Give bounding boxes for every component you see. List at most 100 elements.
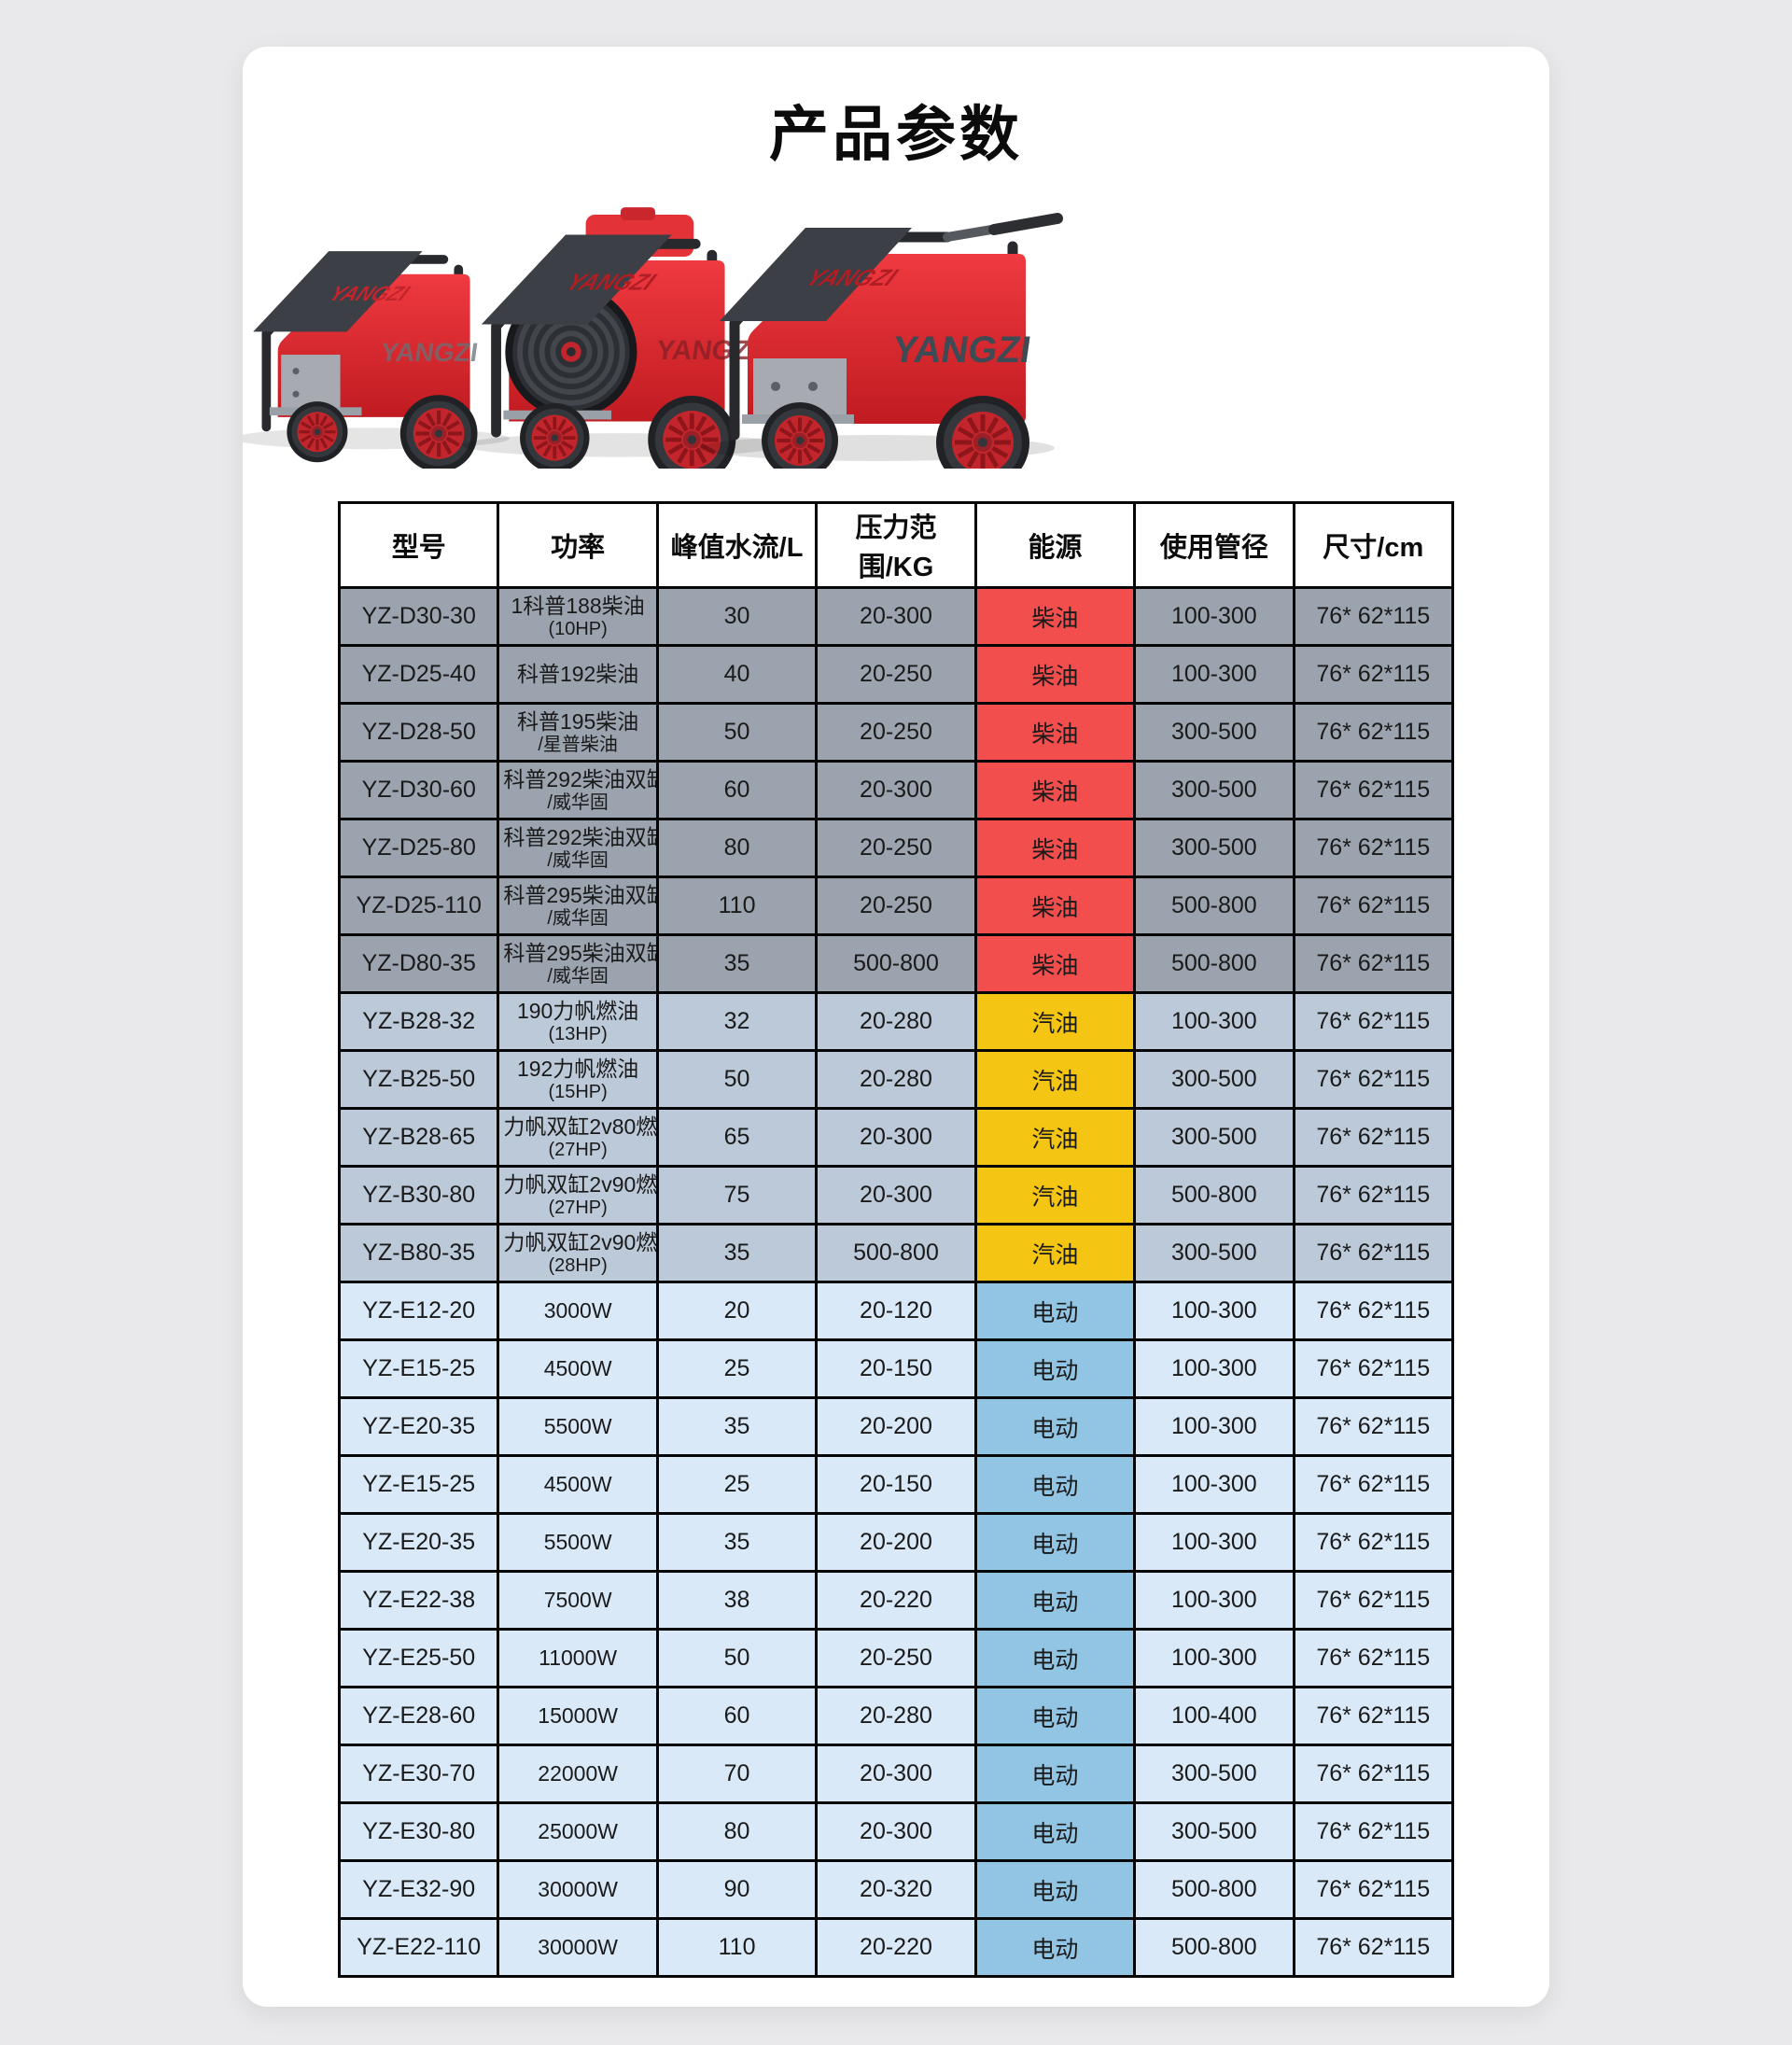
cell-power: 科普292柴油双缸/威华固 [497, 818, 659, 878]
power-line: 15000W [538, 1703, 618, 1729]
cell-size: 76* 62*115 [1292, 818, 1455, 878]
spec-table-header: 型号 功率 峰值水流/L 压力范围/KG 能源 使用管径 尺寸/cm [337, 501, 1455, 589]
table-row: YZ-D25-80 科普292柴油双缸/威华固 80 20-250 柴油 300-500 7… [337, 818, 1455, 878]
cell-size: 76* 62*115 [1292, 1744, 1455, 1804]
cell-pipe: 500-800 [1133, 1165, 1295, 1226]
col-header-energy: 能源 [973, 501, 1137, 589]
machine-left: YANGZI YANGZI [233, 251, 510, 469]
cell-power: 30000W [497, 1917, 659, 1978]
cell-model: YZ-D25-40 [337, 644, 500, 705]
cell-size: 76* 62*115 [1292, 875, 1455, 936]
cell-energy: 柴油 [973, 644, 1137, 705]
power-line: 190力帆燃油 [516, 999, 639, 1024]
cell-flow: 110 [655, 1917, 819, 1978]
cell-pipe: 100-300 [1133, 586, 1295, 647]
cell-size: 76* 62*115 [1292, 1686, 1455, 1746]
machine-center: YANGZI YANGZI [462, 207, 783, 469]
cell-pressure: 20-320 [815, 1859, 977, 1920]
cell-energy: 电动 [973, 1512, 1137, 1573]
table-row: YZ-E22-38 7500W 38 20-220 电动 100-300 76* 62*11… [337, 1570, 1455, 1631]
table-row: YZ-E22-110 30000W 110 20-220 电动 500-800 76* 62… [337, 1917, 1455, 1978]
cell-pressure: 20-220 [815, 1917, 977, 1978]
cell-energy: 汽油 [973, 1165, 1137, 1226]
spec-table-body: YZ-D30-30 1科普188柴油 (10HP) 30 20-300 柴油 100-300… [337, 586, 1455, 1978]
cell-flow: 35 [655, 1512, 819, 1573]
cell-flow: 75 [655, 1165, 819, 1226]
table-row: YZ-E15-25 4500W 25 20-150 电动 100-300 76* 62*11… [337, 1338, 1455, 1399]
cell-model: YZ-E30-70 [337, 1744, 500, 1804]
cell-pressure: 20-250 [815, 644, 977, 705]
cell-energy: 汽油 [973, 1049, 1137, 1110]
cell-pipe: 300-500 [1133, 1049, 1295, 1110]
cell-power: 22000W [497, 1744, 659, 1804]
cell-pipe: 500-800 [1133, 933, 1295, 994]
cell-power: 5500W [497, 1512, 659, 1573]
cell-pressure: 20-280 [815, 1049, 977, 1110]
col-header-model: 型号 [337, 501, 500, 589]
cell-size: 76* 62*115 [1292, 1512, 1455, 1573]
table-row: YZ-D28-50 科普195柴油/星普柴油 50 20-250 柴油 300-500 76… [337, 702, 1455, 763]
brand-watermark-text: YANGZI [654, 335, 760, 366]
cell-size: 76* 62*115 [1292, 1801, 1455, 1862]
cell-energy: 电动 [973, 1686, 1137, 1746]
cell-power: 力帆双缸2v90燃油(28HP) [497, 1223, 659, 1283]
cell-flow: 35 [655, 1396, 819, 1457]
power-line: 力帆双缸2v80燃油 [503, 1114, 658, 1140]
cell-flow: 38 [655, 1570, 819, 1631]
cell-flow: 60 [655, 760, 819, 820]
header-row: 型号 功率 峰值水流/L 压力范围/KG 能源 使用管径 尺寸/cm [337, 501, 1455, 589]
cell-energy: 柴油 [973, 702, 1137, 763]
cell-pipe: 100-300 [1133, 1454, 1295, 1515]
cell-size: 76* 62*115 [1292, 760, 1455, 820]
cell-flow: 20 [655, 1281, 819, 1341]
product-card: 产品参数 [233, 47, 1549, 2007]
cell-pressure: 20-200 [815, 1512, 977, 1573]
power-line: 30000W [538, 1877, 618, 1902]
cell-pressure: 500-800 [815, 1223, 977, 1283]
cell-size: 76* 62*115 [1292, 1396, 1455, 1457]
power-line: 科普195柴油 [516, 709, 639, 735]
cell-model: YZ-E15-25 [337, 1338, 500, 1399]
cell-model: YZ-D25-110 [337, 875, 500, 936]
cell-model: YZ-E32-90 [337, 1859, 500, 1920]
cell-pipe: 100-300 [1133, 644, 1295, 705]
cell-pressure: 20-300 [815, 1801, 977, 1862]
cell-pressure: 20-300 [815, 586, 977, 647]
cell-model: YZ-E20-35 [337, 1512, 500, 1573]
cell-model: YZ-B80-35 [337, 1223, 500, 1283]
cell-size: 76* 62*115 [1292, 1917, 1455, 1978]
cell-model: YZ-E25-50 [337, 1628, 500, 1688]
cell-pipe: 300-500 [1133, 760, 1295, 820]
cell-energy: 电动 [973, 1859, 1137, 1920]
cell-pressure: 20-250 [815, 702, 977, 763]
cell-energy: 柴油 [973, 586, 1137, 647]
power-line: 力帆双缸2v90燃油 [503, 1230, 658, 1255]
machine-right: YANGZI YANGZI [700, 213, 1063, 469]
brand-watermark-text: YANGZI [890, 329, 1034, 371]
table-row: YZ-E20-35 5500W 35 20-200 电动 100-300 76* 62*11… [337, 1396, 1455, 1457]
table-row: YZ-E30-80 25000W 80 20-300 电动 300-500 76* 62*1… [337, 1801, 1455, 1862]
col-header-size: 尺寸/cm [1292, 501, 1455, 589]
cell-pipe: 300-500 [1133, 818, 1295, 878]
cell-energy: 电动 [973, 1454, 1137, 1515]
cell-power: 科普292柴油双缸/威华固 [497, 760, 659, 820]
power-line: 25000W [538, 1819, 618, 1844]
cell-power: 11000W [497, 1628, 659, 1688]
cell-pressure: 20-200 [815, 1396, 977, 1457]
power-line: 11000W [539, 1646, 618, 1671]
table-row: YZ-E25-50 11000W 50 20-250 电动 100-300 76* 62*1… [337, 1628, 1455, 1688]
cell-model: YZ-D25-80 [337, 818, 500, 878]
table-row: YZ-B25-50 192力帆燃油 (15HP) 50 20-280 汽油 300-500 7… [337, 1049, 1455, 1110]
cell-size: 76* 62*115 [1292, 1107, 1455, 1168]
cell-energy: 柴油 [973, 818, 1137, 878]
power-subline: /威华固 [547, 849, 609, 871]
cell-power: 7500W [497, 1570, 659, 1631]
cell-pipe: 100-300 [1133, 1628, 1295, 1688]
power-line: 22000W [538, 1761, 618, 1786]
table-row: YZ-D25-40 科普192柴油 40 20-250 柴油 100-300 76* 62*… [337, 644, 1455, 705]
cell-power: 4500W [497, 1454, 659, 1515]
cell-power: 30000W [497, 1859, 659, 1920]
cell-model: YZ-D80-35 [337, 933, 500, 994]
cell-energy: 电动 [973, 1396, 1137, 1457]
